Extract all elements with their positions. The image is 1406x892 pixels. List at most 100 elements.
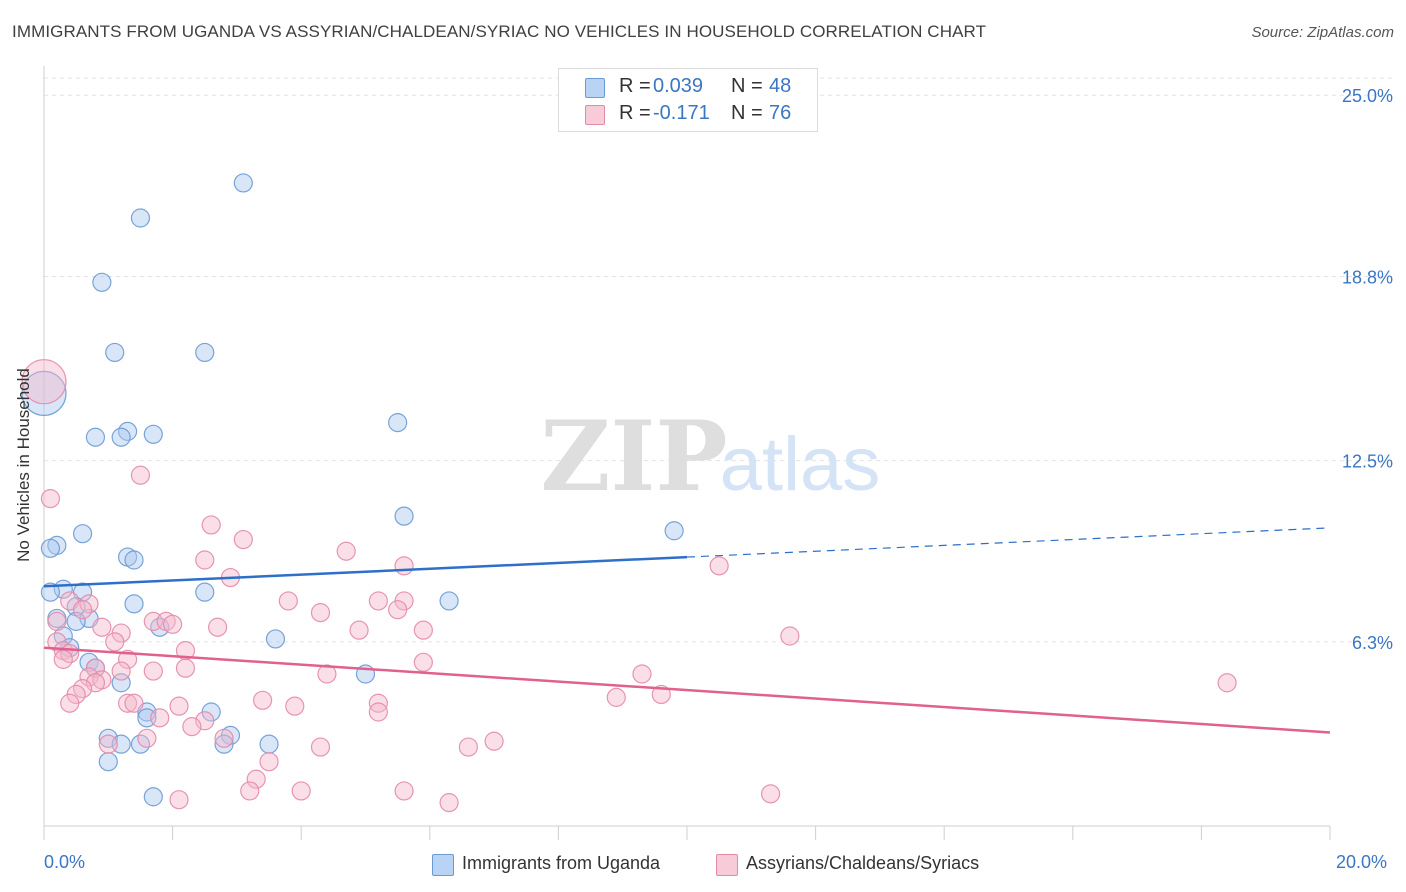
data-point [175, 658, 196, 678]
data-point [195, 342, 215, 363]
data-point [21, 370, 67, 416]
bottom-legend-swatch-blue [432, 854, 454, 876]
data-point [291, 781, 311, 801]
legend-r-value: -0.171 [653, 102, 710, 124]
data-point [124, 594, 144, 614]
data-point [246, 769, 266, 789]
y-tick-label: 25.0% [1342, 86, 1393, 106]
data-point [259, 734, 279, 754]
data-point [111, 427, 131, 447]
y-tick-labels: 6.3% 12.5% 18.8% 25.0% [1342, 86, 1393, 653]
data-point [72, 524, 93, 544]
data-point [47, 611, 67, 631]
data-point [240, 781, 260, 801]
data-point [651, 684, 671, 705]
data-point [40, 489, 61, 509]
trend-line-uganda-extension [686, 527, 1331, 558]
data-point [310, 603, 331, 623]
data-point [105, 632, 125, 652]
bottom-legend-label: Immigrants from Uganda [462, 853, 661, 873]
y-axis-label: No Vehicles in Household [14, 368, 33, 562]
bottom-legend-swatch-pink [716, 854, 738, 876]
data-point [40, 538, 61, 558]
data-point [111, 661, 131, 681]
source-label: Source: ZipAtlas.com [1251, 24, 1394, 41]
data-point [105, 342, 125, 363]
data-point [265, 629, 286, 649]
data-point [195, 550, 215, 570]
data-point [709, 556, 729, 576]
data-point [606, 687, 626, 707]
data-point [388, 600, 408, 620]
data-point [780, 626, 800, 646]
legend-n-label: N = [731, 75, 763, 97]
data-point [53, 649, 73, 669]
legend-r-label: R = [619, 102, 651, 124]
data-point [130, 208, 151, 228]
data-point [259, 752, 279, 772]
legend-row-assyrian: R = -0.171 N = 76 [559, 102, 817, 128]
data-point [413, 652, 433, 672]
correlation-legend: R = 0.039 N = 48 R = -0.171 N = 76 [558, 68, 818, 132]
data-point [394, 556, 414, 576]
data-point [413, 620, 433, 640]
data-point [208, 617, 228, 637]
legend-swatch-pink [585, 105, 605, 125]
trend-line-assyrian [43, 646, 1331, 734]
data-point [214, 728, 234, 748]
legend-n-value: 76 [769, 102, 792, 124]
data-point [92, 617, 112, 637]
y-tick-label: 18.8% [1342, 267, 1393, 287]
watermark-zip: ZIP [540, 400, 727, 513]
data-point [143, 661, 163, 681]
data-point [143, 787, 163, 807]
data-point [150, 708, 170, 728]
data-point [233, 529, 253, 550]
data-point [169, 790, 189, 810]
data-point [117, 649, 138, 669]
data-point [98, 752, 118, 772]
y-tick-label: 6.3% [1352, 633, 1393, 653]
data-point [117, 693, 138, 713]
trend-lines [43, 527, 1331, 734]
legend-n-value: 48 [769, 75, 792, 97]
data-point [98, 734, 118, 754]
x-tick-label-min: 0.0% [44, 852, 86, 872]
data-point [21, 359, 67, 405]
data-point [349, 620, 369, 640]
data-point [1217, 673, 1237, 693]
data-point [137, 728, 157, 748]
data-point [253, 690, 273, 710]
data-point [124, 550, 144, 570]
data-point [310, 737, 331, 757]
data-point [278, 591, 298, 611]
y-axis-label-wrap: No Vehicles in Household [4, 300, 44, 630]
data-point [72, 600, 93, 620]
data-point [388, 413, 408, 433]
series-assyrian [21, 359, 1237, 813]
legend-r-label: R = [619, 75, 651, 97]
watermark-atlas: atlas [720, 422, 881, 507]
legend-r-value: 0.039 [653, 75, 704, 97]
data-point [60, 693, 80, 713]
data-point [201, 515, 221, 535]
data-point [66, 611, 86, 631]
data-point [124, 693, 144, 713]
data-point [169, 696, 189, 716]
data-point [163, 614, 183, 634]
legend-swatch-blue [585, 78, 605, 98]
x-tick-label-max: 20.0% [1336, 852, 1388, 872]
legend-row-uganda: R = 0.039 N = 48 [559, 75, 817, 101]
data-point [85, 427, 106, 447]
data-point [182, 717, 202, 737]
data-point [317, 664, 337, 684]
trend-line-uganda [43, 555, 688, 588]
data-point [394, 781, 414, 801]
data-point [664, 521, 684, 541]
data-point [439, 591, 459, 611]
legend-n-label: N = [731, 102, 763, 124]
data-point [484, 731, 504, 751]
data-point [285, 696, 305, 716]
